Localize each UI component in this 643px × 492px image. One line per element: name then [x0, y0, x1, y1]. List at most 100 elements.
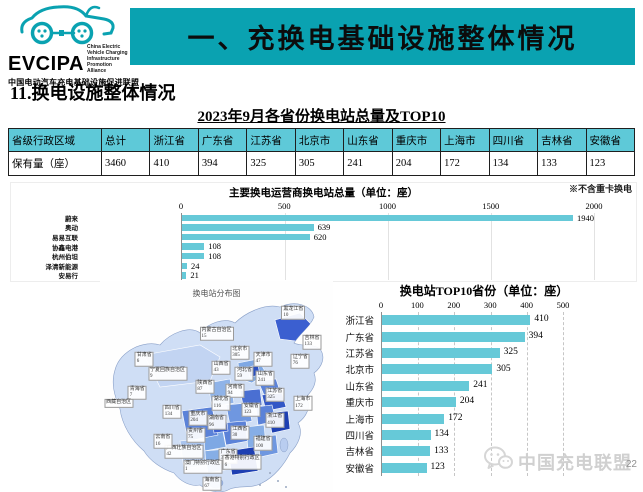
chart-title: 换电站TOP10省份（单位：座） — [399, 284, 569, 298]
map-province-label: 安徽省 123 — [241, 402, 261, 417]
x-tick-label: 500 — [277, 201, 291, 211]
china-choropleth-map: 换电站分布图 — [100, 281, 333, 492]
map-province-label: 广西壮族自治区 42 — [164, 444, 204, 460]
table-header-cell: 山东省 — [343, 128, 393, 152]
page-number: 22 — [625, 459, 637, 470]
bar-value-label: 639 — [317, 222, 331, 233]
table-cell: 394 — [197, 151, 248, 176]
map-province-label: 四川省 134 — [162, 404, 182, 420]
bar-value-label: 1940 — [577, 212, 594, 223]
table-header-cell: 上海市 — [440, 128, 490, 152]
x-tick-label: 2000 — [585, 201, 603, 211]
map-province-label: 北京市 305 — [230, 345, 250, 360]
bar — [182, 224, 314, 231]
bar — [182, 252, 205, 260]
logo-english-name: China Electric Vehicle Charging Infrastr… — [86, 44, 128, 74]
bar-value-label: 305 — [496, 363, 511, 374]
bar-category-label: 泽清新能源 — [45, 263, 79, 271]
bar-value-label: 410 — [534, 314, 549, 325]
map-province-label: 河北省 59 — [234, 366, 254, 382]
map-province-label: 海南省 67 — [202, 476, 222, 491]
bar-row: 泽清新能源 24 — [46, 260, 594, 271]
map-province-label: 天津市 47 — [253, 351, 273, 367]
bar — [182, 262, 187, 270]
bar — [382, 315, 531, 326]
gridline — [563, 312, 564, 476]
bar-value-label: 123 — [430, 461, 445, 472]
table-cell: 保有量（座） — [8, 151, 102, 176]
table-header-cell: 总计 — [100, 128, 151, 152]
bar-row: 北京市 305 — [345, 361, 563, 377]
wechat-icon — [483, 446, 513, 477]
watermark-text: 中国充电联盟 — [518, 452, 632, 473]
x-tick-label: 0 — [378, 300, 384, 310]
table-cell: 123 — [585, 151, 636, 176]
slide-title: 一、充换电基础设施整体情况 — [187, 24, 578, 54]
map-province-label: 上海市 172 — [293, 396, 313, 411]
plot-area: 浙江省 410 广东省 394 江苏省 325 北京市 305 山东省 241 重庆市 204 上海市 1… — [345, 312, 564, 476]
bar-row: 协鑫电港 108 — [52, 242, 594, 251]
x-tick-label: 1000 — [379, 201, 396, 211]
bar — [382, 331, 525, 342]
map-province-label: 江西省 30 — [230, 425, 250, 441]
map-province-label: 澳门特别行政区 1 — [183, 459, 223, 474]
bar-value-label: 241 — [473, 380, 488, 390]
map-province-label: 吉林省 133 — [302, 334, 322, 350]
bar-value-label: 204 — [459, 396, 475, 407]
table-cell: 241 — [343, 151, 393, 176]
bar-value-label: 134 — [434, 429, 449, 440]
map-province-label: 浙江省 410 — [265, 413, 285, 428]
bar-row: 四川省 134 — [345, 427, 563, 443]
bar-row: 蔚来 1940 — [65, 212, 594, 223]
bar — [382, 347, 500, 358]
map-province-label: 内蒙古自治区 15 — [199, 326, 234, 341]
bar-category-label: 安徽省 — [345, 464, 374, 475]
gridline — [490, 312, 492, 476]
table-cell: 410 — [149, 151, 199, 176]
x-tick-label: 100 — [411, 300, 424, 310]
map-province-label: 湖南省 96 — [206, 415, 227, 430]
bar-value-label: 133 — [434, 445, 449, 456]
watermark: 中国充电联盟 — [483, 446, 632, 477]
table-header-cell: 四川省 — [488, 128, 539, 152]
table-cell: 133 — [537, 151, 587, 176]
table-header-cell: 北京市 — [294, 128, 345, 152]
logo-chinese-name: 中国电动汽车充电基础设施促进联盟 — [8, 78, 140, 87]
x-axis: 0 500 1000 1500 2000 — [178, 201, 603, 213]
map-province-label: 香港特别行政区 6 — [222, 455, 262, 470]
table-header-cell: 浙江省 — [149, 128, 199, 152]
bar-category-label: 吉林省 — [345, 448, 374, 459]
bar-value-label: 620 — [313, 231, 327, 242]
chart-note: ※不含重卡换电 — [568, 184, 632, 194]
x-tick-label: 300 — [483, 300, 497, 310]
gridline — [594, 213, 595, 281]
bar-row: 山东省 241 — [345, 378, 563, 394]
table-cell: 204 — [391, 151, 442, 176]
top10-province-bar-chart: 换电站TOP10省份（单位：座） 0 100 200 300 400 500 浙江省 410… — [333, 282, 635, 478]
bar-value-label: 24 — [190, 260, 200, 271]
bar-row: 易易互联 620 — [52, 231, 594, 242]
x-tick-label: 0 — [178, 201, 184, 211]
map-province-label: 云南省 16 — [153, 434, 173, 449]
table-cell: 134 — [488, 151, 539, 176]
bar-row: 安徽省 123 — [345, 460, 563, 476]
map-province-label: 湖北省 116 — [211, 396, 231, 411]
bar-value-label: 108 — [208, 250, 221, 261]
bar-category-label: 杭州伯坦 — [52, 254, 78, 262]
table-header-cell: 重庆市 — [391, 128, 442, 152]
bar — [182, 243, 205, 250]
gridline — [454, 312, 456, 476]
bar-value-label: 394 — [528, 330, 543, 341]
x-tick-label: 200 — [447, 300, 461, 310]
bar — [382, 429, 431, 440]
bar-row: 吉林省 133 — [345, 443, 563, 459]
bar-row: 广东省 394 — [345, 328, 563, 344]
bar-category-label: 北京市 — [345, 366, 374, 377]
bar-category-label: 易易互联 — [52, 234, 78, 242]
bar-row: 奥动 639 — [65, 222, 594, 233]
map-province-label: 黑龙江省 10 — [281, 305, 306, 320]
slide-title-banner: 一、充换电基础设施整体情况 — [130, 8, 635, 65]
bar-row: 浙江省 410 — [345, 312, 563, 328]
map-province-label: 江苏省 325 — [265, 387, 285, 403]
table-title: 2023年9月各省份换电站总量及TOP10 — [197, 109, 446, 125]
